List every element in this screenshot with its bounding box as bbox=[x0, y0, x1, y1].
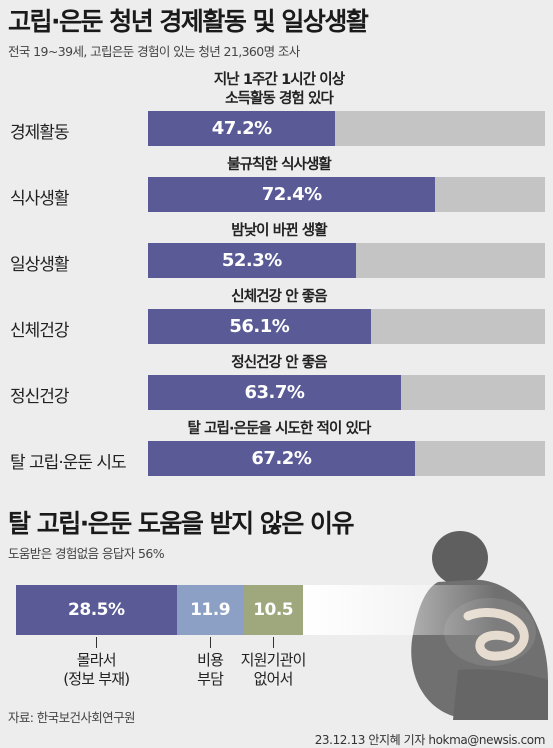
bar-track: 72.4% bbox=[148, 177, 545, 212]
bar-value-label: 52.3% bbox=[221, 250, 282, 271]
bar-value-label: 56.1% bbox=[229, 316, 290, 337]
segment-pointer-line bbox=[273, 637, 275, 648]
bar-fill bbox=[148, 177, 436, 212]
row-label: 경제활동 bbox=[10, 123, 70, 143]
bar-caption: 정신건강 안 좋음 bbox=[231, 355, 327, 371]
bar-value-label: 47.2% bbox=[211, 118, 272, 139]
stacked-segment: 28.5% bbox=[16, 585, 177, 635]
bar-track: 63.7% bbox=[148, 375, 545, 410]
segment-reason-label: 몰라서 (정보 부재) bbox=[63, 651, 130, 688]
bar-track: 47.2% bbox=[148, 111, 545, 146]
source-note: 자료: 한국보건사회연구원 bbox=[8, 710, 135, 725]
chart-title: 고립·은둔 청년 경제활동 및 일상생활 bbox=[8, 7, 369, 36]
bar-track: 52.3% bbox=[148, 243, 545, 278]
bar-track: 56.1% bbox=[148, 309, 545, 344]
bar-fill bbox=[148, 111, 336, 146]
row-label: 식사생활 bbox=[10, 189, 70, 209]
chart-subtitle: 전국 19~39세, 고립은둔 경험이 있는 청년 21,360명 조사 bbox=[8, 44, 300, 59]
segment-pointer-line bbox=[210, 637, 212, 648]
bar-value-label: 63.7% bbox=[244, 382, 305, 403]
chart-title-reasons: 탈 고립·은둔 도움을 받지 않은 이유 bbox=[8, 509, 355, 538]
credit-line: 23.12.13 안지혜 기자 hokma@newsis.com bbox=[314, 733, 546, 747]
row-label: 신체건강 bbox=[10, 321, 70, 341]
bar-caption: 지난 1주간 1시간 이상 소득활동 경험 있다 bbox=[213, 72, 345, 107]
stacked-segment: 10.5 bbox=[243, 585, 303, 635]
bar-fill bbox=[148, 243, 356, 278]
bar-caption: 탈 고립·은둔을 시도한 적이 있다 bbox=[187, 421, 372, 437]
bar-chart-daily-life: 경제활동 지난 1주간 1시간 이상 소득활동 경험 있다 47.2% 식사생활 불규칙한… bbox=[10, 72, 545, 476]
chart-subtitle-reasons: 도움받은 경험없음 응답자 56% bbox=[8, 546, 165, 561]
row-label: 일상생활 bbox=[10, 255, 70, 275]
bar-value-label: 72.4% bbox=[261, 184, 322, 205]
bar-track: 67.2% bbox=[148, 441, 545, 476]
bar-fill bbox=[148, 375, 401, 410]
bar-fill bbox=[148, 441, 415, 476]
bar-caption: 불규칙한 식사생활 bbox=[227, 157, 332, 173]
bar-caption: 신체건강 안 좋음 bbox=[231, 289, 327, 305]
segment-reason-label: 비용 부담 bbox=[197, 651, 224, 688]
row-label: 탈 고립·운둔 시도 bbox=[10, 453, 127, 473]
bar-fill bbox=[148, 309, 371, 344]
segment-reason-label: 지원기관이 없어서 bbox=[240, 651, 307, 688]
stacked-segment: 11.9 bbox=[176, 585, 244, 635]
bar-value-label: 67.2% bbox=[251, 448, 312, 469]
row-label: 정신건강 bbox=[10, 387, 70, 407]
stacked-bar-reasons: 28.5% 11.9 10.5 bbox=[16, 585, 496, 635]
segment-pointer-line bbox=[96, 637, 98, 648]
bar-caption: 밤낮이 바뀐 생활 bbox=[231, 223, 327, 239]
